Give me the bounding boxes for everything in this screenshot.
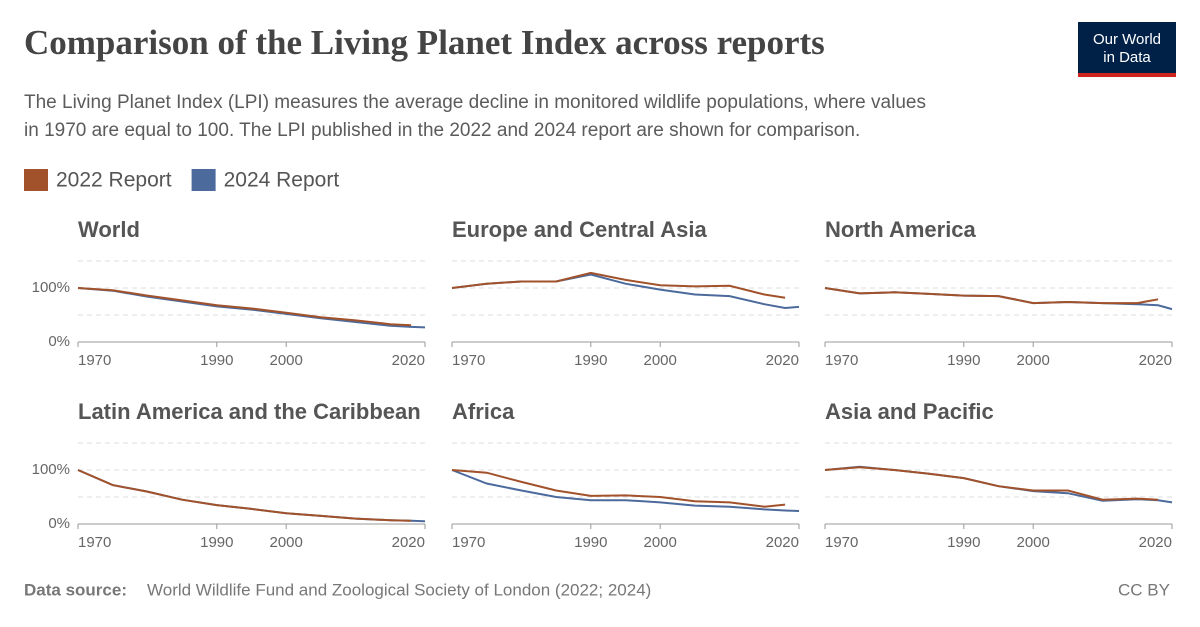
y-tick-label: 0% bbox=[48, 333, 70, 350]
x-tick-label: 1970 bbox=[825, 352, 858, 369]
x-tick-label: 2000 bbox=[644, 534, 677, 551]
x-tick-label: 2020 bbox=[766, 534, 799, 551]
x-tick-label: 1970 bbox=[78, 352, 111, 369]
x-tick-label: 1990 bbox=[574, 534, 607, 551]
logo-text: Our World bbox=[1093, 31, 1161, 48]
legend-label: 2022 Report bbox=[56, 169, 172, 192]
x-tick-label: 1990 bbox=[947, 534, 980, 551]
x-tick-label: 1990 bbox=[200, 534, 233, 551]
logo-bar bbox=[1078, 73, 1176, 77]
x-tick-label: 2000 bbox=[270, 352, 303, 369]
panel-title: Europe and Central Asia bbox=[452, 217, 707, 242]
legend-label: 2024 Report bbox=[224, 169, 340, 192]
x-tick-label: 2000 bbox=[1017, 352, 1050, 369]
x-tick-label: 1990 bbox=[574, 352, 607, 369]
series-line bbox=[451, 271, 786, 299]
x-tick-label: 1990 bbox=[947, 352, 980, 369]
series-line bbox=[824, 287, 1159, 305]
legend-swatch bbox=[24, 169, 48, 191]
x-tick-label: 2020 bbox=[392, 352, 425, 369]
x-tick-label: 2020 bbox=[766, 352, 799, 369]
x-tick-label: 2020 bbox=[1139, 352, 1172, 369]
series-line bbox=[77, 469, 426, 523]
panel-title: World bbox=[78, 217, 140, 242]
x-tick-label: 2000 bbox=[270, 534, 303, 551]
panel-title: North America bbox=[825, 217, 977, 242]
x-tick-label: 1970 bbox=[78, 534, 111, 551]
panel-title: Latin America and the Caribbean bbox=[78, 399, 421, 424]
subtitle: in 1970 are equal to 100. The LPI publis… bbox=[24, 120, 860, 141]
source-label: Data source: bbox=[24, 580, 127, 599]
series-line bbox=[451, 469, 800, 512]
x-tick-label: 2000 bbox=[644, 352, 677, 369]
subtitle: The Living Planet Index (LPI) measures t… bbox=[24, 92, 926, 113]
y-tick-label: 0% bbox=[48, 515, 70, 532]
x-tick-label: 1970 bbox=[452, 534, 485, 551]
title: Comparison of the Living Planet Index ac… bbox=[24, 23, 825, 62]
series-line bbox=[451, 469, 786, 508]
logo-box bbox=[1078, 22, 1176, 77]
panel-title: Africa bbox=[452, 399, 515, 424]
y-tick-label: 100% bbox=[32, 461, 70, 478]
x-tick-label: 1990 bbox=[200, 352, 233, 369]
series-line bbox=[77, 287, 412, 327]
logo-text: in Data bbox=[1103, 49, 1151, 66]
x-tick-label: 1970 bbox=[825, 534, 858, 551]
y-tick-label: 100% bbox=[32, 279, 70, 296]
panel-title: Asia and Pacific bbox=[825, 399, 994, 424]
x-tick-label: 1970 bbox=[452, 352, 485, 369]
legend-swatch bbox=[191, 169, 216, 191]
x-tick-label: 2020 bbox=[1139, 534, 1172, 551]
license: CC BY bbox=[1118, 580, 1170, 599]
series-line bbox=[824, 466, 1159, 501]
source: World Wildlife Fund and Zoological Socie… bbox=[147, 580, 651, 599]
series-line bbox=[77, 469, 412, 522]
x-tick-label: 2000 bbox=[1017, 534, 1050, 551]
x-tick-label: 2020 bbox=[392, 534, 425, 551]
series-line bbox=[824, 287, 1173, 311]
